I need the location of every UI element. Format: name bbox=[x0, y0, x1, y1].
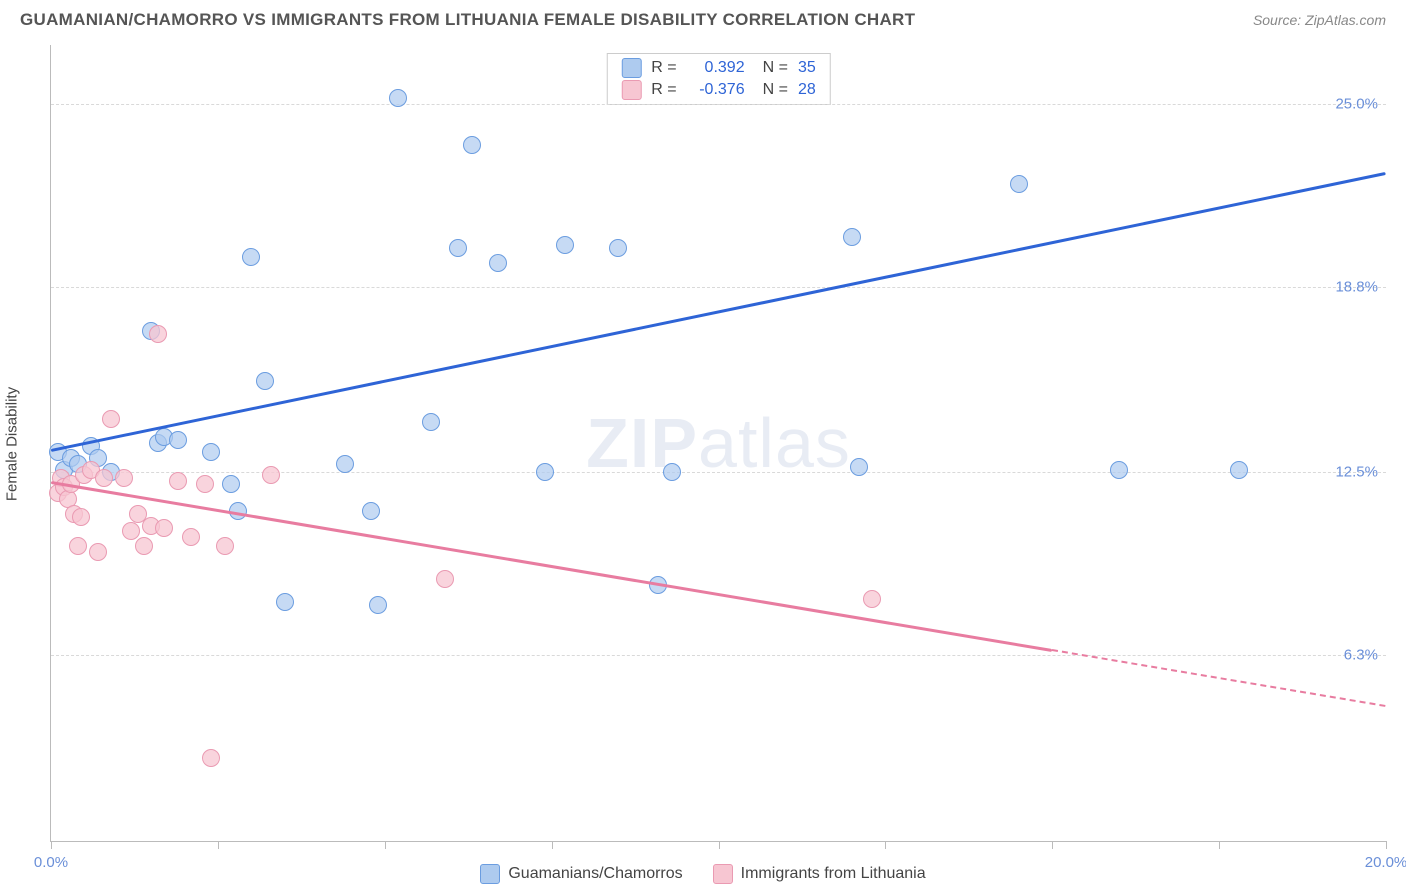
data-point-guam bbox=[336, 455, 354, 473]
legend-swatch bbox=[713, 864, 733, 884]
data-point-lithuania bbox=[72, 508, 90, 526]
legend-item: Immigrants from Lithuania bbox=[713, 864, 926, 884]
y-tick-label: 18.8% bbox=[1335, 278, 1378, 295]
legend-swatch bbox=[480, 864, 500, 884]
data-point-lithuania bbox=[436, 570, 454, 588]
n-label: N = bbox=[763, 59, 788, 77]
x-tick bbox=[1219, 841, 1220, 849]
data-point-lithuania bbox=[216, 537, 234, 555]
data-point-guam bbox=[1110, 461, 1128, 479]
legend: Guamanians/Chamorros Immigrants from Lith… bbox=[0, 864, 1406, 884]
data-point-lithuania bbox=[102, 410, 120, 428]
data-point-guam bbox=[222, 475, 240, 493]
legend-label: Immigrants from Lithuania bbox=[741, 865, 926, 883]
x-tick bbox=[719, 841, 720, 849]
watermark: ZIPatlas bbox=[586, 403, 851, 483]
data-point-lithuania bbox=[89, 543, 107, 561]
stats-swatch bbox=[621, 58, 641, 78]
n-value: 28 bbox=[798, 81, 816, 99]
x-tick bbox=[51, 841, 52, 849]
x-tick bbox=[552, 841, 553, 849]
r-value: -0.376 bbox=[687, 81, 745, 99]
data-point-lithuania bbox=[155, 519, 173, 537]
plot-region: ZIPatlas R = 0.392 N = 35 R = -0.376 N = 28 6.3… bbox=[50, 45, 1386, 842]
data-point-guam bbox=[1230, 461, 1248, 479]
data-point-guam bbox=[1010, 175, 1028, 193]
x-tick bbox=[1386, 841, 1387, 849]
gridline bbox=[51, 104, 1386, 105]
data-point-guam bbox=[449, 239, 467, 257]
gridline bbox=[51, 287, 1386, 288]
chart-title: GUAMANIAN/CHAMORRO VS IMMIGRANTS FROM LI… bbox=[20, 10, 915, 30]
data-point-lithuania bbox=[196, 475, 214, 493]
r-label: R = bbox=[651, 59, 676, 77]
data-point-lithuania bbox=[202, 749, 220, 767]
x-tick bbox=[1052, 841, 1053, 849]
trend-line bbox=[51, 481, 1053, 652]
data-point-guam bbox=[843, 228, 861, 246]
gridline bbox=[51, 472, 1386, 473]
y-tick-label: 25.0% bbox=[1335, 95, 1378, 112]
data-point-guam bbox=[276, 593, 294, 611]
data-point-guam bbox=[536, 463, 554, 481]
data-point-guam bbox=[242, 248, 260, 266]
data-point-guam bbox=[369, 596, 387, 614]
n-label: N = bbox=[763, 81, 788, 99]
data-point-guam bbox=[850, 458, 868, 476]
stats-legend-box: R = 0.392 N = 35 R = -0.376 N = 28 bbox=[606, 53, 830, 105]
data-point-guam bbox=[256, 372, 274, 390]
data-point-lithuania bbox=[135, 537, 153, 555]
data-point-guam bbox=[169, 431, 187, 449]
gridline bbox=[51, 655, 1386, 656]
x-tick bbox=[885, 841, 886, 849]
y-tick-label: 12.5% bbox=[1335, 464, 1378, 481]
data-point-guam bbox=[389, 89, 407, 107]
data-point-lithuania bbox=[863, 590, 881, 608]
data-point-lithuania bbox=[122, 522, 140, 540]
stats-row: R = -0.376 N = 28 bbox=[607, 79, 829, 101]
stats-swatch bbox=[621, 80, 641, 100]
data-point-guam bbox=[489, 254, 507, 272]
source-label: Source: ZipAtlas.com bbox=[1253, 12, 1386, 28]
r-label: R = bbox=[651, 81, 676, 99]
data-point-guam bbox=[609, 239, 627, 257]
legend-label: Guamanians/Chamorros bbox=[508, 865, 682, 883]
stats-row: R = 0.392 N = 35 bbox=[607, 57, 829, 79]
y-tick-label: 6.3% bbox=[1344, 647, 1378, 664]
legend-item: Guamanians/Chamorros bbox=[480, 864, 682, 884]
data-point-guam bbox=[202, 443, 220, 461]
data-point-lithuania bbox=[69, 537, 87, 555]
x-tick bbox=[218, 841, 219, 849]
data-point-lithuania bbox=[115, 469, 133, 487]
data-point-lithuania bbox=[182, 528, 200, 546]
y-axis-title: Female Disability bbox=[4, 386, 21, 500]
data-point-guam bbox=[362, 502, 380, 520]
data-point-guam bbox=[556, 236, 574, 254]
data-point-guam bbox=[422, 413, 440, 431]
trend-line bbox=[51, 172, 1387, 452]
n-value: 35 bbox=[798, 59, 816, 77]
x-tick bbox=[385, 841, 386, 849]
chart-area: Female Disability ZIPatlas R =0.392N =35… bbox=[50, 45, 1386, 842]
data-point-lithuania bbox=[149, 325, 167, 343]
trend-line-extrapolated bbox=[1052, 649, 1386, 707]
data-point-guam bbox=[463, 136, 481, 154]
data-point-guam bbox=[663, 463, 681, 481]
r-value: 0.392 bbox=[687, 59, 745, 77]
data-point-lithuania bbox=[95, 469, 113, 487]
data-point-lithuania bbox=[169, 472, 187, 490]
data-point-lithuania bbox=[262, 466, 280, 484]
